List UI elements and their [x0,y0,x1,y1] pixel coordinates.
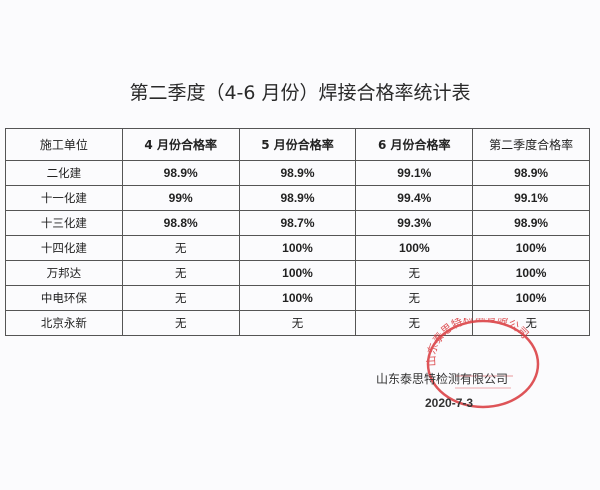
pass-rate-cell: 100% [238,285,357,311]
header-cell: 施工单位 [5,128,123,161]
pass-rate-cell: 无 [121,285,240,311]
svg-text:山东泰思特检测有限公司: 山东泰思特检测有限公司 [425,318,531,367]
pass-rate-cell: 无 [121,310,240,336]
table-row: 二化建 98.9% 98.9% 99.1% 98.9% [5,160,590,186]
pass-rate-table: 施工单位 4 月份合格率 5 月份合格率 6 月份合格率 第二季度合格率 二化建… [5,128,590,336]
pass-rate-cell: 100% [238,260,357,286]
table-row: 十一化建 99% 98.9% 99.4% 99.1% [5,185,590,211]
header-cell: 第二季度合格率 [472,128,590,161]
unit-name-cell: 十三化建 [5,210,123,236]
pass-rate-cell: 99.3% [355,210,474,236]
unit-name-cell: 中电环保 [5,285,123,311]
unit-name-cell: 十一化建 [5,185,123,211]
table-row: 中电环保无 100% 无 100% [5,285,590,311]
unit-name-cell: 北京永新 [5,310,123,336]
pass-rate-cell: 98.9% [238,160,357,186]
table-row: 十四化建无 100% 100% 100% [5,235,590,261]
document-title: 第二季度（4-6 月份）焊接合格率统计表 [129,82,471,104]
table-row: 十三化建 98.8% 98.7% 99.3% 98.9% [5,210,590,236]
table-row: 北京永新无无无无 [5,310,590,336]
pass-rate-cell: 99.1% [472,185,590,211]
table-row: 万邦达无 100% 无 100% [5,260,590,286]
pass-rate-cell: 无 [355,285,474,311]
pass-rate-cell: 99.1% [355,160,474,186]
pass-rate-cell: 98.9% [472,210,590,236]
document-date: 2020-7-3 [425,396,474,410]
header-cell: 5 月份合格率 [238,128,357,161]
pass-rate-cell: 无 [355,310,474,336]
pass-rate-cell: 100% [472,235,590,261]
table-header-row: 施工单位 4 月份合格率 5 月份合格率 6 月份合格率 第二季度合格率 [5,128,590,161]
pass-rate-cell: 无 [121,260,240,286]
pass-rate-cell: 100% [472,260,590,286]
pass-rate-cell: 无 [355,260,474,286]
pass-rate-cell: 无 [238,310,357,336]
header-cell: 6 月份合格率 [355,128,474,161]
pass-rate-cell: 100% [355,235,474,261]
pass-rate-cell: 98.7% [238,210,357,236]
pass-rate-cell: 98.9% [238,185,357,211]
pass-rate-cell: 98.8% [121,210,240,236]
company-seal-stamp: 山东泰思特检测有限公司 [425,318,540,409]
pass-rate-cell: 98.9% [121,160,240,186]
company-name: 山东泰思特检测有限公司 [376,372,509,386]
pass-rate-cell: 99% [121,185,240,211]
pass-rate-cell: 100% [472,285,590,311]
pass-rate-cell: 100% [238,235,357,261]
unit-name-cell: 万邦达 [5,260,123,286]
pass-rate-cell: 无 [472,310,590,336]
unit-name-cell: 二化建 [5,160,123,186]
pass-rate-cell: 无 [121,235,240,261]
unit-name-cell: 十四化建 [5,235,123,261]
header-cell: 4 月份合格率 [121,128,240,161]
pass-rate-cell: 98.9% [472,160,590,186]
pass-rate-cell: 99.4% [355,185,474,211]
